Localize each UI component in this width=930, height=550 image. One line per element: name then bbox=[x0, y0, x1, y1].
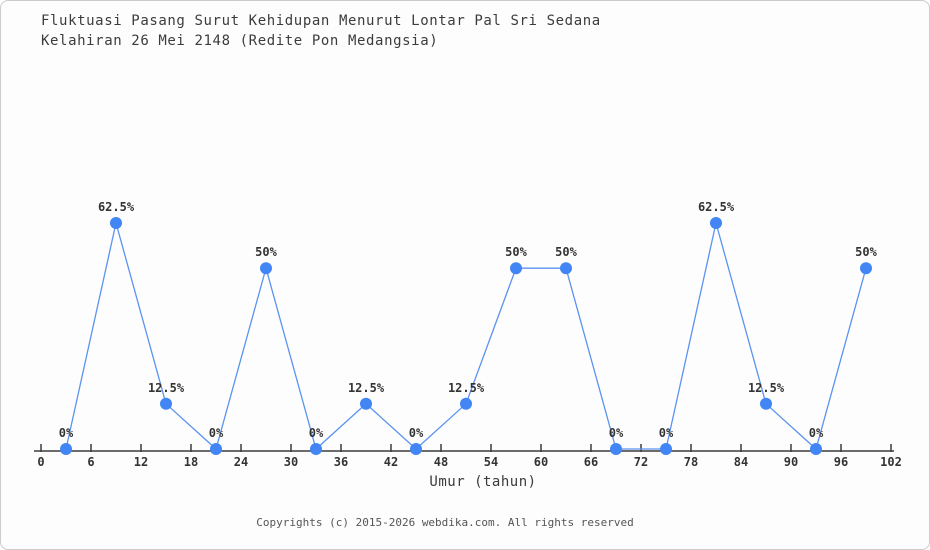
data-point-label: 12.5% bbox=[148, 381, 185, 395]
x-tick-label: 48 bbox=[434, 455, 448, 469]
data-point-label: 0% bbox=[659, 426, 674, 440]
copyright-footer: Copyrights (c) 2015-2026 webdika.com. Al… bbox=[256, 516, 634, 529]
data-point bbox=[410, 443, 422, 455]
x-tick-label: 36 bbox=[334, 455, 348, 469]
chart-title: Fluktuasi Pasang Surut Kehidupan Menurut… bbox=[41, 11, 601, 51]
x-tick-label: 0 bbox=[37, 455, 44, 469]
x-tick-label: 18 bbox=[184, 455, 198, 469]
data-point bbox=[60, 443, 72, 455]
data-point bbox=[310, 443, 322, 455]
data-point bbox=[360, 397, 372, 410]
data-point-label: 62.5% bbox=[98, 200, 135, 214]
data-point bbox=[160, 397, 172, 410]
chart-title-line1: Fluktuasi Pasang Surut Kehidupan Menurut… bbox=[41, 13, 601, 29]
data-point-label: 0% bbox=[409, 426, 424, 440]
data-point bbox=[860, 262, 872, 275]
data-point-label: 50% bbox=[555, 245, 577, 259]
x-tick-label: 60 bbox=[534, 455, 548, 469]
data-point bbox=[760, 397, 772, 410]
data-point bbox=[110, 217, 122, 229]
data-point-label: 0% bbox=[209, 426, 224, 440]
data-point bbox=[660, 443, 672, 455]
x-tick-label: 30 bbox=[284, 455, 298, 469]
data-point-label: 0% bbox=[309, 426, 324, 440]
x-tick-label: 90 bbox=[784, 455, 798, 469]
x-tick-label: 6 bbox=[87, 455, 94, 469]
x-axis-label: Umur (tahun) bbox=[429, 474, 537, 490]
data-point bbox=[260, 262, 272, 275]
data-line bbox=[65, 222, 867, 451]
data-point-label: 12.5% bbox=[348, 381, 385, 395]
data-point-label: 12.5% bbox=[748, 381, 785, 395]
data-point-label: 0% bbox=[609, 426, 624, 440]
x-tick-label: 96 bbox=[834, 455, 848, 469]
x-tick-label: 12 bbox=[134, 455, 148, 469]
data-point bbox=[510, 262, 522, 275]
data-point-label: 0% bbox=[809, 426, 824, 440]
x-tick-label: 42 bbox=[384, 455, 398, 469]
x-tick-label: 78 bbox=[684, 455, 698, 469]
data-point bbox=[460, 397, 472, 410]
x-tick-label: 72 bbox=[634, 455, 648, 469]
data-point-label: 50% bbox=[855, 245, 877, 259]
data-point-label: 62.5% bbox=[698, 200, 735, 214]
data-point bbox=[810, 443, 822, 455]
data-point-label: 50% bbox=[255, 245, 277, 259]
data-point bbox=[560, 262, 572, 275]
x-tick-label: 84 bbox=[734, 455, 748, 469]
data-point bbox=[610, 443, 622, 455]
data-point-label: 50% bbox=[505, 245, 527, 259]
data-point bbox=[210, 443, 222, 455]
x-tick-label: 66 bbox=[584, 455, 598, 469]
x-tick-label: 54 bbox=[484, 455, 498, 469]
data-point-label: 12.5% bbox=[448, 381, 485, 395]
x-tick-label: 24 bbox=[234, 455, 248, 469]
data-point bbox=[710, 217, 722, 229]
data-point-label: 0% bbox=[59, 426, 74, 440]
chart-title-line2: Kelahiran 26 Mei 2148 (Redite Pon Medang… bbox=[41, 33, 439, 49]
x-tick-label: 102 bbox=[880, 455, 902, 469]
